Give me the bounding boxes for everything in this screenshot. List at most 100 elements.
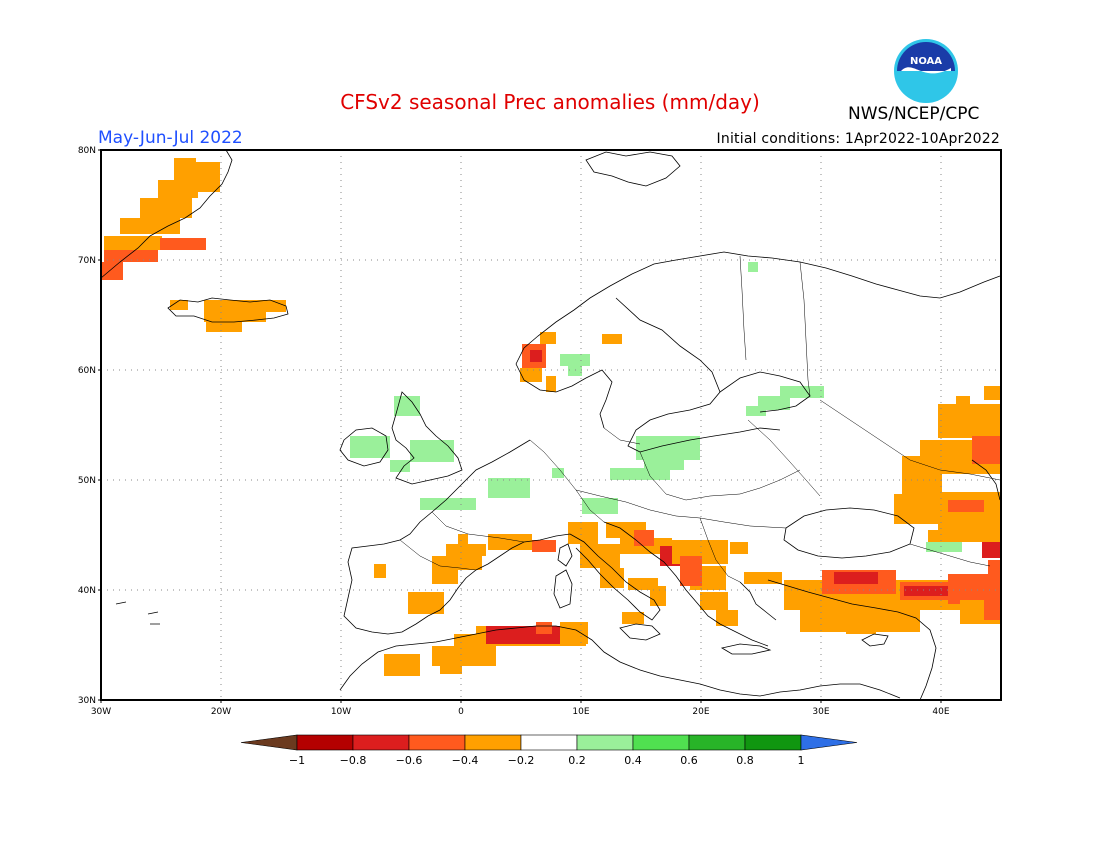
anomaly-cell (190, 162, 220, 192)
anomaly-cell (488, 478, 530, 498)
anomaly-cell (834, 572, 878, 584)
anomaly-cell (904, 586, 948, 596)
colorbar-tick-label: −0.8 (340, 754, 367, 767)
colorbar-swatch (296, 734, 354, 751)
europe-west-coast (343, 439, 571, 635)
logo-text: NOAA (910, 56, 942, 67)
anomaly-cell (532, 540, 556, 552)
anomaly-cell (600, 568, 624, 588)
lat-label: 40N (78, 586, 96, 596)
anomaly-cell (440, 664, 462, 674)
map-frame (100, 149, 1002, 701)
caspian-coast (971, 459, 1001, 501)
colorbar-swatch (408, 734, 466, 751)
anomaly-cell (536, 622, 552, 634)
anomaly-cell (948, 500, 984, 512)
anomaly-cell (204, 312, 266, 322)
sicily-coast (619, 623, 661, 641)
anomaly-cell (160, 238, 206, 250)
adriatic-coast (603, 521, 769, 647)
colorbar-tick-label: 1 (798, 754, 805, 767)
anomaly-cell (972, 436, 1000, 464)
anomaly-cell (410, 440, 454, 462)
chart-title: CFSv2 seasonal Prec anomalies (mm/day) (340, 90, 760, 114)
azores (115, 601, 160, 625)
anomaly-cell (926, 542, 962, 552)
anomaly-cell (158, 180, 198, 198)
anomaly-cell (374, 564, 386, 578)
anomaly-cell (644, 452, 684, 470)
anomaly-cell (956, 396, 970, 408)
anomaly-cell (748, 262, 758, 272)
anomaly-cell (582, 498, 618, 514)
svalbard-coast (585, 151, 681, 187)
anomaly-cell (746, 406, 766, 416)
colorbar-arrow-high (800, 734, 858, 751)
anomaly-cell (982, 542, 1000, 558)
lon-label: 10E (572, 707, 589, 717)
lat-label: 60N (78, 366, 96, 376)
anomaly-cell (846, 620, 876, 634)
longitude-labels: 30W 20W 10W 0 10E 20E 30E 40E (91, 700, 950, 717)
lon-label: 30E (812, 707, 829, 717)
anomaly-cell (104, 250, 158, 262)
anomaly-cell (390, 460, 410, 472)
anomaly-cell (140, 198, 192, 218)
anomaly-cell (984, 386, 1000, 400)
baltic-coast (615, 297, 781, 453)
colorbar-tick-label: 0.4 (624, 754, 642, 767)
anomaly-cell (622, 612, 644, 624)
anomaly-cell (350, 436, 390, 458)
anomaly-cells (101, 158, 1000, 676)
anomaly-cell (580, 544, 620, 568)
anomaly-cell (446, 544, 486, 556)
colorbar-tick-label: −0.6 (396, 754, 423, 767)
agency-label: NWS/NCEP/CPC (848, 104, 980, 124)
coastlines (100, 149, 1001, 701)
lon-label: 40E (932, 707, 949, 717)
colorbar-swatch (632, 734, 690, 751)
colorbar-swatches (240, 734, 858, 751)
anomaly-cell (568, 366, 582, 376)
lon-label: 0 (458, 707, 464, 717)
anomaly-cell (984, 590, 1000, 620)
colorbar-swatch (744, 734, 802, 751)
anomaly-cell (206, 322, 242, 332)
latitude-labels: 80N 70N 60N 50N 40N 30N (78, 146, 101, 706)
anomaly-cell (104, 236, 162, 250)
anomaly-cell (560, 354, 590, 366)
anomaly-cell (540, 332, 556, 344)
iceland-coast (167, 297, 289, 323)
anomaly-cell (408, 592, 444, 614)
italy-coast (569, 533, 661, 621)
anomaly-cell (902, 456, 942, 496)
colorbar-swatch (688, 734, 746, 751)
anomaly-cell (520, 368, 542, 382)
anomaly-cell (530, 350, 542, 362)
lat-label: 70N (78, 256, 96, 266)
initial-conditions: Initial conditions: 1Apr2022-10Apr2022 (716, 131, 1000, 147)
anomaly-cell (700, 592, 728, 610)
cyprus-coast (861, 633, 889, 647)
noaa-logo: NOAA (894, 39, 958, 103)
anomaly-cell (101, 262, 123, 280)
anomaly-cell (458, 534, 468, 544)
anatolia-coast (767, 579, 937, 701)
colorbar-tick-label: −0.4 (452, 754, 479, 767)
anomaly-cell (602, 334, 622, 344)
country-borders (399, 255, 1001, 583)
anomaly-cell (560, 622, 588, 644)
colorbar-swatch (464, 734, 522, 751)
lon-label: 30W (91, 707, 111, 717)
anomaly-cell (680, 556, 702, 586)
finland-coast (719, 371, 811, 413)
north-africa-coast (339, 625, 901, 699)
anomaly-cell (938, 404, 1000, 438)
lon-label: 20W (211, 707, 231, 717)
anomaly-cell (634, 530, 654, 546)
forecast-period: May-Jun-Jul 2022 (98, 128, 243, 148)
anomaly-cell (552, 468, 564, 478)
anomaly-cell (384, 654, 420, 676)
